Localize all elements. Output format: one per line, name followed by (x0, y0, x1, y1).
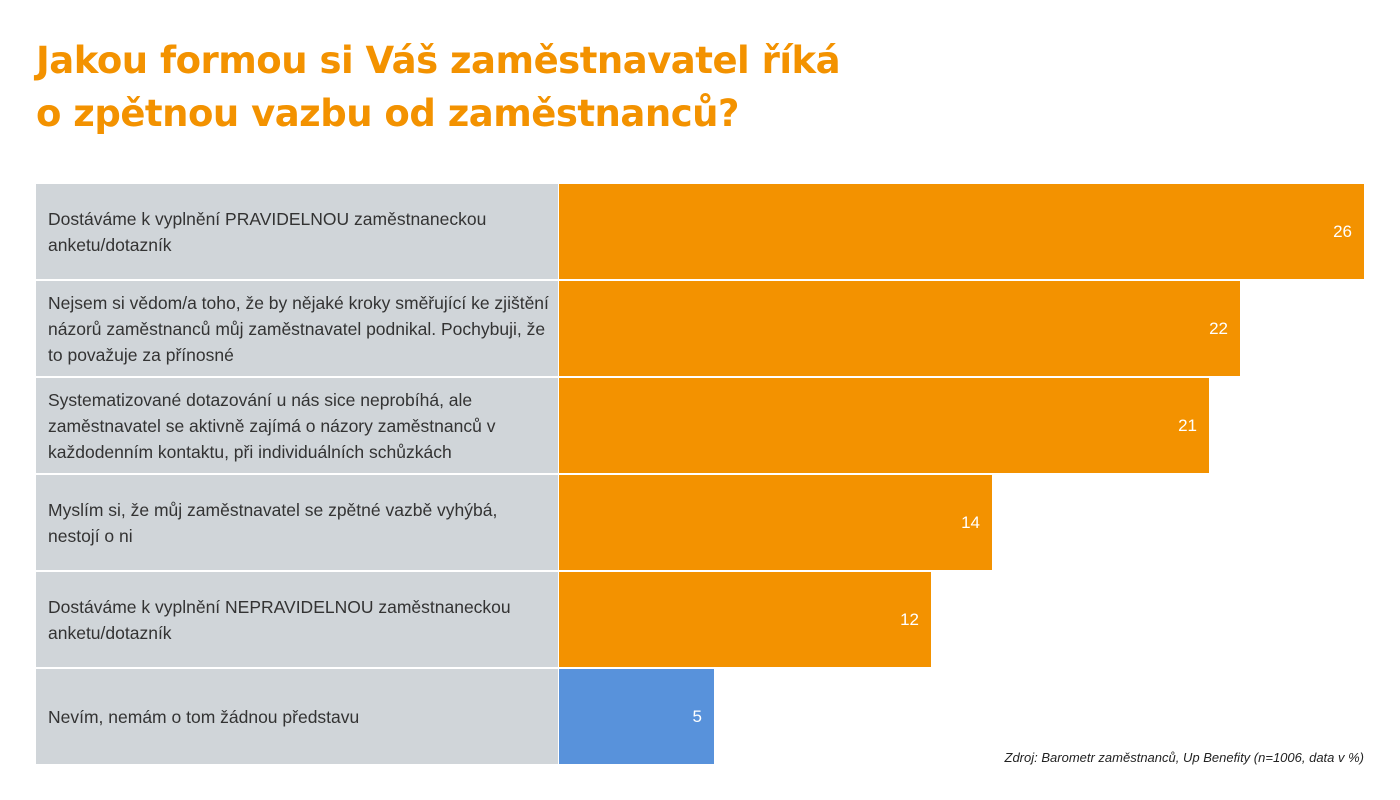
category-label: Dostáváme k vyplnění NEPRAVIDELNOU zaměs… (36, 572, 558, 667)
bar-value-label: 22 (1209, 318, 1228, 338)
category-label-text: Nejsem si vědom/a toho, že by nějaké kro… (48, 292, 549, 365)
bar: 14 (559, 475, 992, 570)
bar: 21 (559, 378, 1209, 473)
bar-value-label: 14 (961, 512, 980, 532)
chart-row: Nejsem si vědom/a toho, že by nějaké kro… (36, 281, 1376, 376)
chart-row: Dostáváme k vyplnění NEPRAVIDELNOU zaměs… (36, 572, 1376, 667)
bar-value-label: 21 (1178, 415, 1197, 435)
title-line-2: o zpětnou vazbu od zaměstnanců? (36, 92, 739, 135)
bar-value-label: 26 (1333, 221, 1352, 241)
bar: 26 (559, 184, 1364, 279)
category-label-text: Dostáváme k vyplnění PRAVIDELNOU zaměstn… (48, 208, 487, 255)
category-label-text: Systematizované dotazování u nás sice ne… (48, 389, 496, 462)
title-line-1: Jakou formou si Váš zaměstnavatel říká (36, 39, 841, 82)
chart-title: Jakou formou si Váš zaměstnavatel říká o… (36, 34, 936, 140)
category-label-text: Dostáváme k vyplnění NEPRAVIDELNOU zaměs… (48, 596, 511, 643)
category-label: Nevím, nemám o tom žádnou představu (36, 669, 558, 764)
chart-row: Myslím si, že můj zaměstnavatel se zpětn… (36, 475, 1376, 570)
chart-row: Nevím, nemám o tom žádnou představu 5 (36, 669, 1376, 764)
category-label: Nejsem si vědom/a toho, že by nějaké kro… (36, 281, 558, 376)
category-label: Myslím si, že můj zaměstnavatel se zpětn… (36, 475, 558, 570)
bar: 5 (559, 669, 714, 764)
chart-row: Dostáváme k vyplnění PRAVIDELNOU zaměstn… (36, 184, 1376, 279)
category-label: Dostáváme k vyplnění PRAVIDELNOU zaměstn… (36, 184, 558, 279)
category-label-text: Nevím, nemám o tom žádnou představu (48, 706, 360, 727)
bar-value-label: 12 (900, 609, 919, 629)
bar: 12 (559, 572, 931, 667)
source-note: Zdroj: Barometr zaměstnanců, Up Benefity… (1004, 750, 1364, 765)
category-label-text: Myslím si, že můj zaměstnavatel se zpětn… (48, 499, 498, 546)
category-label: Systematizované dotazování u nás sice ne… (36, 378, 558, 473)
bar: 22 (559, 281, 1240, 376)
bar-value-label: 5 (692, 706, 702, 726)
chart-row: Systematizované dotazování u nás sice ne… (36, 378, 1376, 473)
